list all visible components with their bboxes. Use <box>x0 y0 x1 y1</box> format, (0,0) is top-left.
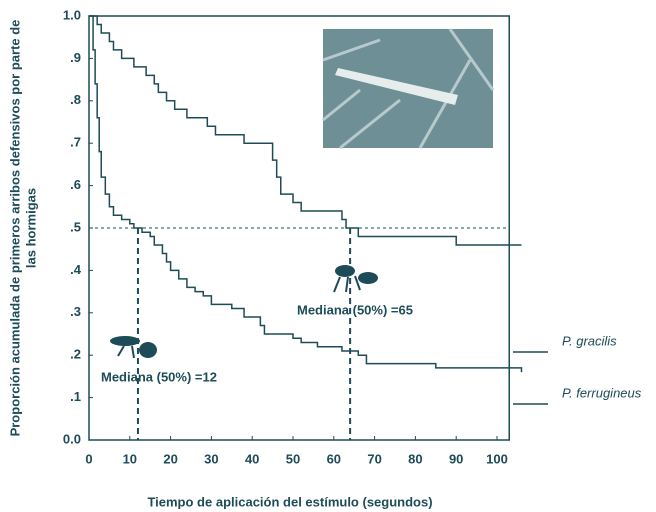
y-tick-label: .5 <box>70 219 81 234</box>
x-tick-label: 50 <box>286 451 300 466</box>
x-axis-label: Tiempo de aplicación del estímulo (segun… <box>147 494 432 509</box>
y-tick-label: .9 <box>70 50 81 65</box>
y-axis-label: Proporción acumulada de primeros arribos… <box>7 20 22 437</box>
x-tick-label: 20 <box>163 451 177 466</box>
x-tick-label: 60 <box>327 451 341 466</box>
annotation: Mediana (50%) =12 <box>101 369 217 384</box>
legend-label: P. gracilis <box>562 333 617 348</box>
x-tick-label: 90 <box>449 451 463 466</box>
y-tick-label: .8 <box>70 92 81 107</box>
annotation: Mediana (50%) =65 <box>297 302 413 317</box>
x-tick-label: 100 <box>486 451 508 466</box>
photo <box>322 28 495 150</box>
x-tick-label: 40 <box>245 451 259 466</box>
x-tick-label: 10 <box>123 451 137 466</box>
wasp-icon <box>110 336 157 359</box>
x-tick-label: 0 <box>85 451 92 466</box>
y-tick-label: .1 <box>70 389 81 404</box>
y-tick-label: 1.0 <box>63 7 81 22</box>
y-tick-label: .3 <box>70 304 81 319</box>
y-tick-label: .6 <box>70 177 81 192</box>
ant-icon <box>333 265 378 293</box>
x-tick-label: 30 <box>204 451 218 466</box>
legend-label: P. ferrugineus <box>562 385 642 400</box>
x-tick-label: 70 <box>367 451 381 466</box>
step-line <box>89 15 522 246</box>
y-tick-label: .4 <box>70 262 82 277</box>
y-tick-label: .2 <box>70 347 81 362</box>
y-tick-label: .7 <box>70 135 81 150</box>
x-tick-label: 80 <box>408 451 422 466</box>
y-axis-label: las hormigas <box>23 188 38 268</box>
y-tick-label: 0.0 <box>63 431 81 446</box>
step-line <box>89 15 523 373</box>
